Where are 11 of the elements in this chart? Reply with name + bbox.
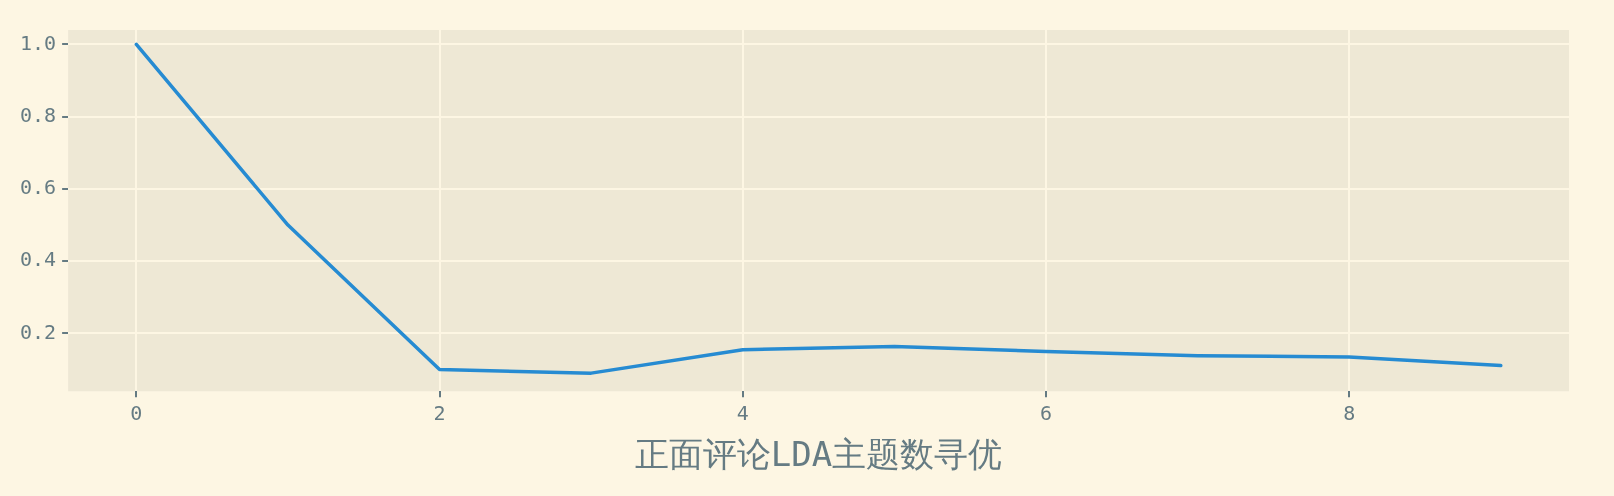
y-tick-label: 0.6 bbox=[20, 175, 57, 200]
x-tick-label: 8 bbox=[1343, 401, 1356, 426]
y-tick-label: 1.0 bbox=[20, 30, 57, 55]
x-axis-title: 正面评论LDA主题数寻优 bbox=[634, 434, 1003, 475]
x-tick-label: 0 bbox=[130, 401, 143, 426]
y-tick-label: 0.4 bbox=[20, 247, 57, 272]
y-tick-label: 0.2 bbox=[20, 319, 57, 344]
x-tick-label: 6 bbox=[1039, 401, 1052, 426]
y-tick-label: 0.8 bbox=[20, 102, 57, 127]
x-tick-label: 2 bbox=[433, 401, 446, 426]
x-tick-label: 4 bbox=[736, 401, 749, 426]
